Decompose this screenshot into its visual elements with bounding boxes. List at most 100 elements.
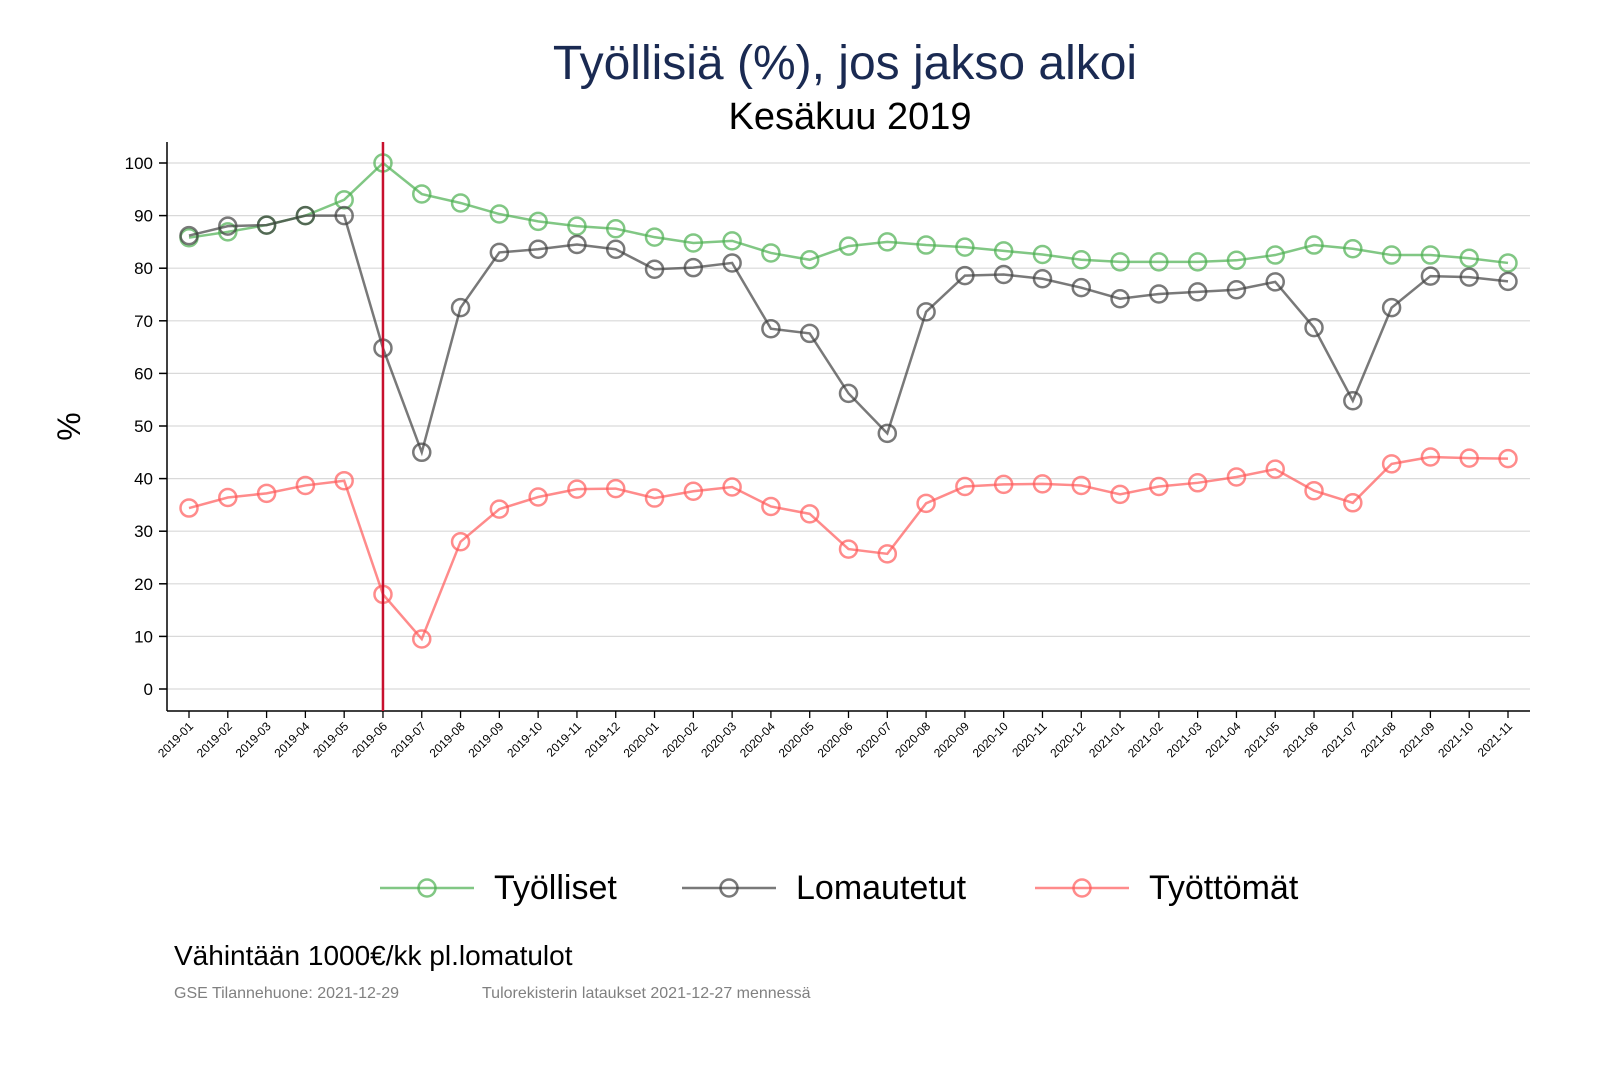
x-tick-label: 2020-10	[970, 719, 1011, 760]
data-point	[567, 234, 587, 255]
data-point	[955, 476, 975, 497]
data-point	[1071, 250, 1092, 270]
data-point	[1149, 476, 1169, 497]
data-point	[1459, 267, 1479, 287]
x-tick-label: 2020-05	[776, 719, 817, 760]
y-tick-label: 30	[134, 522, 153, 541]
data-point	[722, 231, 742, 251]
x-tick-label: 2019-12	[582, 719, 623, 760]
x-tick-label: 2019-08	[427, 719, 468, 760]
data-point	[1110, 252, 1130, 272]
y-axis-label: %	[51, 412, 87, 440]
legend-label: Lomautetut	[796, 868, 967, 907]
data-point	[1498, 271, 1518, 292]
data-point	[799, 504, 820, 524]
data-point	[1226, 250, 1247, 271]
footer-note: Vähintään 1000€/kk pl.lomatulot	[174, 940, 573, 971]
data-point	[761, 243, 781, 263]
data-point	[877, 232, 898, 252]
y-tick-label: 40	[134, 470, 153, 489]
data-point	[256, 215, 277, 235]
x-tick-label: 2020-07	[853, 719, 894, 760]
x-tick-label: 2020-06	[815, 719, 856, 760]
data-point	[412, 442, 432, 463]
data-point	[489, 204, 510, 224]
data-point	[1498, 448, 1518, 469]
data-point	[761, 496, 781, 517]
series-line-1	[188, 214, 1509, 457]
data-point	[877, 544, 898, 564]
data-point	[528, 211, 548, 232]
data-point	[916, 493, 936, 514]
data-point	[799, 250, 820, 270]
data-point	[722, 253, 742, 273]
data-point	[334, 470, 354, 491]
data-point	[179, 225, 199, 246]
data-point	[1420, 266, 1441, 286]
series-line-0	[188, 161, 1509, 265]
x-tick-label: 2019-10	[504, 719, 545, 760]
chart-title: Työllisiä (%), jos jakso alkoi	[552, 37, 1138, 90]
data-point	[722, 477, 742, 497]
x-tick-label: 2021-07	[1319, 719, 1360, 760]
x-tick-label: 2020-09	[931, 719, 972, 760]
x-tick-label: 2019-02	[194, 719, 235, 760]
data-point	[605, 219, 626, 239]
x-tick-label: 2019-09	[465, 719, 506, 760]
data-point	[916, 302, 936, 322]
data-point	[1071, 277, 1092, 298]
data-point	[1381, 245, 1402, 265]
data-point	[993, 264, 1014, 285]
data-point	[916, 235, 936, 255]
x-tick-label: 2020-01	[621, 719, 662, 760]
data-point	[955, 265, 975, 286]
x-tick-label: 2021-01	[1086, 719, 1127, 760]
data-note: Tulorekisterin lataukset 2021-12-27 menn…	[482, 985, 811, 1002]
data-point	[1420, 245, 1441, 265]
series-line-2	[188, 455, 1509, 642]
legend-label: Työlliset	[494, 868, 617, 907]
data-point	[838, 236, 859, 256]
x-tick-label: 2020-12	[1047, 719, 1088, 760]
data-point	[644, 488, 665, 508]
data-point	[567, 216, 587, 236]
data-point	[489, 499, 510, 519]
x-tick-label: 2021-04	[1203, 719, 1244, 760]
data-point	[450, 193, 471, 213]
x-tick-label: 2021-05	[1241, 719, 1282, 760]
y-tick-label: 100	[125, 154, 153, 173]
x-tick-label: 2019-05	[310, 719, 351, 760]
x-tick-label: 2020-08	[892, 719, 933, 760]
y-tick-label: 20	[134, 575, 153, 594]
data-point	[993, 474, 1014, 495]
data-point	[1498, 253, 1518, 273]
x-tick-label: 2019-01	[155, 719, 196, 760]
data-point	[1110, 288, 1130, 309]
data-point	[295, 205, 316, 226]
data-point	[1110, 484, 1130, 505]
x-tick-label: 2019-07	[388, 719, 429, 760]
data-point	[412, 184, 432, 204]
data-point	[955, 237, 975, 257]
x-tick-label: 2021-10	[1435, 719, 1476, 760]
legend-label: Työttömät	[1149, 868, 1299, 907]
legend-marker	[380, 878, 474, 898]
data-point	[489, 242, 510, 263]
data-point	[1226, 467, 1247, 487]
x-tick-label: 2020-11	[1009, 719, 1050, 760]
data-point	[1343, 391, 1363, 411]
x-tick-label: 2019-04	[271, 719, 312, 760]
data-point	[1304, 235, 1324, 255]
data-point	[1187, 252, 1208, 272]
data-point	[1187, 473, 1208, 493]
data-point	[528, 487, 548, 507]
data-point	[1071, 475, 1092, 496]
data-point	[1343, 493, 1363, 513]
data-point	[683, 481, 704, 501]
data-point	[877, 423, 898, 444]
data-point	[1304, 480, 1324, 501]
y-tick-label: 0	[144, 680, 153, 699]
data-point	[1265, 272, 1285, 292]
chart-subtitle: Kesäkuu 2019	[728, 96, 972, 138]
x-tick-label: 2021-03	[1164, 719, 1205, 760]
